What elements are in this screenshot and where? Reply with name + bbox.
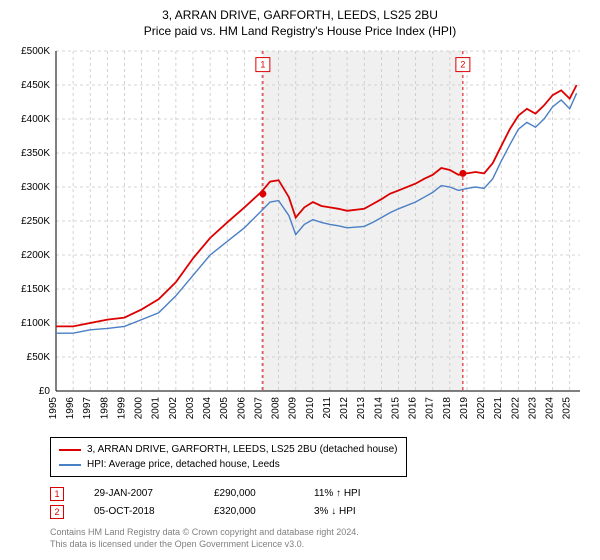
y-tick-label: £400K: [21, 114, 50, 125]
sale-marker-dot: [259, 190, 266, 197]
x-tick-label: 2015: [390, 397, 401, 420]
x-tick-label: 1996: [65, 397, 76, 420]
x-tick-label: 2001: [151, 397, 162, 420]
x-tick-label: 2011: [322, 397, 333, 419]
x-tick-label: 1998: [99, 397, 110, 420]
sale-hpi-delta: 11% ↑ HPI: [314, 485, 394, 503]
sale-date: 29-JAN-2007: [94, 485, 184, 503]
footer-line2: This data is licensed under the Open Gov…: [50, 539, 590, 551]
x-tick-label: 2021: [493, 397, 504, 420]
sale-marker-number: 1: [260, 60, 265, 70]
x-tick-label: 2018: [442, 397, 453, 420]
y-tick-label: £0: [39, 386, 51, 397]
x-tick-label: 2017: [425, 397, 436, 420]
legend-swatch: [59, 449, 81, 451]
y-tick-label: £350K: [21, 148, 50, 159]
x-tick-label: 1995: [48, 397, 59, 420]
sale-hpi-delta: 3% ↓ HPI: [314, 503, 394, 521]
x-tick-label: 2025: [562, 397, 573, 420]
sale-marker-ref: 1: [50, 487, 64, 501]
x-tick-label: 2007: [253, 397, 264, 420]
x-tick-label: 2008: [271, 397, 282, 420]
chart-container: 3, ARRAN DRIVE, GARFORTH, LEEDS, LS25 2B…: [0, 0, 600, 560]
sale-marker-number: 2: [460, 60, 465, 70]
title-subtitle: Price paid vs. HM Land Registry's House …: [10, 24, 590, 40]
line-chart-svg: £0 £50K £100K £150K £200K £250K £300K £350K £400…: [10, 41, 590, 431]
sale-price: £290,000: [214, 485, 284, 503]
sale-row: 2 05-OCT-2018 £320,000 3% ↓ HPI: [50, 503, 590, 521]
x-tick-label: 2004: [202, 397, 213, 420]
footer-line1: Contains HM Land Registry data © Crown c…: [50, 527, 590, 539]
sales-table: 1 29-JAN-2007 £290,000 11% ↑ HPI 2 05-OCT-201…: [50, 485, 590, 521]
sale-price: £320,000: [214, 503, 284, 521]
x-tick-label: 2010: [305, 397, 316, 420]
y-tick-label: £200K: [21, 250, 50, 261]
legend-label: HPI: Average price, detached house, Leed…: [87, 457, 280, 472]
x-tick-label: 2022: [510, 397, 521, 420]
y-tick-label: £50K: [27, 352, 51, 363]
legend: 3, ARRAN DRIVE, GARFORTH, LEEDS, LS25 2B…: [50, 437, 407, 477]
y-tick-label: £250K: [21, 216, 50, 227]
legend-label: 3, ARRAN DRIVE, GARFORTH, LEEDS, LS25 2B…: [87, 442, 398, 457]
x-tick-label: 1997: [82, 397, 93, 420]
footer-attribution: Contains HM Land Registry data © Crown c…: [50, 527, 590, 550]
title-address: 3, ARRAN DRIVE, GARFORTH, LEEDS, LS25 2B…: [10, 8, 590, 24]
sale-date: 05-OCT-2018: [94, 503, 184, 521]
chart-title: 3, ARRAN DRIVE, GARFORTH, LEEDS, LS25 2B…: [10, 8, 590, 39]
x-tick-label: 2003: [185, 397, 196, 420]
y-tick-label: £450K: [21, 80, 50, 91]
x-tick-label: 2000: [134, 397, 145, 420]
x-tick-label: 2023: [527, 397, 538, 420]
x-tick-label: 2012: [339, 397, 350, 420]
x-tick-label: 2006: [236, 397, 247, 420]
x-tick-label: 1999: [116, 397, 127, 420]
x-tick-label: 2019: [459, 397, 470, 420]
legend-swatch: [59, 464, 81, 466]
x-tick-label: 2005: [219, 397, 230, 420]
x-tick-label: 2014: [373, 397, 384, 420]
x-tick-label: 2002: [168, 397, 179, 420]
legend-row: 3, ARRAN DRIVE, GARFORTH, LEEDS, LS25 2B…: [59, 442, 398, 457]
x-tick-label: 2016: [408, 397, 419, 420]
legend-row: HPI: Average price, detached house, Leed…: [59, 457, 398, 472]
sale-row: 1 29-JAN-2007 £290,000 11% ↑ HPI: [50, 485, 590, 503]
y-tick-label: £500K: [21, 46, 50, 57]
sale-marker-dot: [459, 170, 466, 177]
x-tick-label: 2009: [288, 397, 299, 420]
chart-plot-area: £0 £50K £100K £150K £200K £250K £300K £350K £400…: [10, 41, 590, 431]
y-tick-label: £100K: [21, 318, 50, 329]
sale-marker-ref: 2: [50, 505, 64, 519]
x-tick-label: 2024: [545, 397, 556, 420]
y-tick-label: £150K: [21, 284, 50, 295]
y-tick-label: £300K: [21, 182, 50, 193]
x-tick-label: 2020: [476, 397, 487, 420]
x-tick-label: 2013: [356, 397, 367, 420]
